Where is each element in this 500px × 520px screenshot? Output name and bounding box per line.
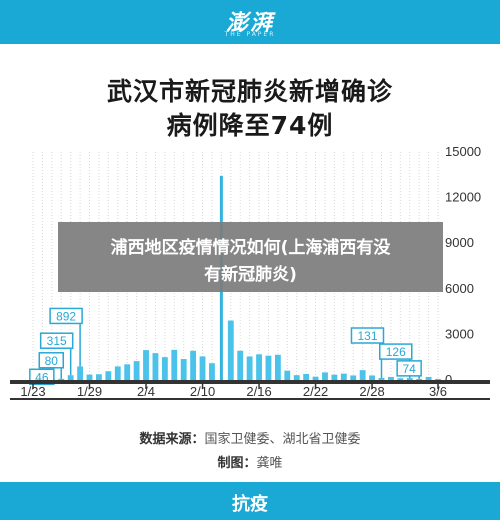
y-tick-label: 15000 <box>445 144 481 159</box>
x-axis-line <box>10 380 490 384</box>
bar <box>171 349 178 380</box>
x-tick-label: 3/6 <box>429 384 447 399</box>
bar <box>67 375 74 380</box>
data-label-box <box>396 360 422 377</box>
overlay-line-1: 浦西地区疫情情况如何(上海浦西有没 <box>110 238 391 258</box>
bar <box>350 375 357 380</box>
x-tick-label: 1/29 <box>77 384 102 399</box>
bar <box>435 378 441 380</box>
chart-maker: 制图：龚唯 <box>0 452 500 471</box>
data-label-box <box>39 332 74 349</box>
header-bar: 澎湃 THE PAPER <box>0 0 500 44</box>
footer-label: 抗疫 <box>232 494 268 515</box>
y-tick-label: 3000 <box>445 326 474 341</box>
bar <box>227 320 234 380</box>
x-axis-bottom-line <box>10 398 490 400</box>
data-label: 80 <box>45 354 59 368</box>
bar <box>369 375 375 380</box>
bar <box>303 373 310 380</box>
bar <box>86 374 93 380</box>
chart-title-line-2: 病例降至74例 <box>166 111 334 140</box>
data-label-box <box>38 352 65 369</box>
chart-maker-value: 龚唯 <box>256 456 283 471</box>
bar <box>124 364 131 380</box>
bar <box>96 374 102 380</box>
data-label-box <box>378 343 413 360</box>
axes: 0 3000 6000 9000 12000 15000 1/23 1/29 2/4 2/10 2/… <box>10 144 490 400</box>
data-label: 131 <box>357 329 377 343</box>
data-source-value: 国家卫健委、湖北省卫健委 <box>204 432 361 447</box>
data-source: 数据来源：国家卫健委、湖北省卫健委 <box>0 428 500 447</box>
bar <box>406 378 413 380</box>
bar <box>284 370 291 380</box>
bar <box>359 370 366 380</box>
bar <box>293 375 300 380</box>
x-tick-label: 2/4 <box>137 384 155 399</box>
bar <box>209 363 215 380</box>
x-tick-label: 2/10 <box>190 384 215 399</box>
bar <box>180 359 187 380</box>
bar <box>161 357 168 380</box>
bar <box>133 361 140 380</box>
x-tick-label: 2/16 <box>246 384 271 399</box>
bar <box>416 378 423 380</box>
data-label-box <box>350 327 385 344</box>
bar <box>397 378 404 380</box>
overlay-banner: 浦西地区疫情情况如何(上海浦西有没 有新冠肺炎) <box>58 222 443 292</box>
data-label: 892 <box>56 309 76 323</box>
bar <box>190 350 197 380</box>
data-label: 315 <box>47 334 67 348</box>
bar <box>114 366 121 380</box>
bar <box>58 378 65 380</box>
bar <box>199 356 206 380</box>
bar <box>378 378 385 380</box>
y-tick-label: 6000 <box>445 281 474 296</box>
bar <box>237 350 244 380</box>
bar <box>152 353 159 380</box>
x-tick-label: 1/23 <box>20 384 45 399</box>
bar <box>274 354 281 380</box>
x-tick-label: 2/28 <box>359 384 384 399</box>
bar <box>387 376 394 380</box>
x-tick-label: 2/22 <box>303 384 328 399</box>
y-tick-label: 12000 <box>445 190 481 205</box>
bar <box>256 354 262 380</box>
brand-logo: 澎湃 <box>225 11 274 36</box>
brand-logo-subtitle: THE PAPER <box>224 31 276 38</box>
bar <box>77 366 84 380</box>
bar <box>246 356 253 380</box>
data-label-box <box>49 307 83 325</box>
bar <box>340 373 347 380</box>
bar <box>425 376 432 380</box>
bar <box>331 374 338 380</box>
data-label: 126 <box>386 345 406 359</box>
data-label: 74 <box>402 362 416 376</box>
y-tick-label: 9000 <box>445 235 474 250</box>
y-tick-label: 0 <box>445 372 452 387</box>
bar <box>143 350 149 380</box>
data-source-label: 数据来源： <box>139 432 205 447</box>
footer-bar: 抗疫 <box>0 482 500 520</box>
bar <box>265 355 272 380</box>
chart-title-line-1: 武汉市新冠肺炎新增确诊 <box>106 77 393 106</box>
bar <box>105 371 112 380</box>
bar <box>312 376 319 380</box>
chart-maker-label: 制图： <box>217 456 257 471</box>
overlay-line-2: 有新冠肺炎) <box>204 265 297 285</box>
bar <box>322 372 328 380</box>
